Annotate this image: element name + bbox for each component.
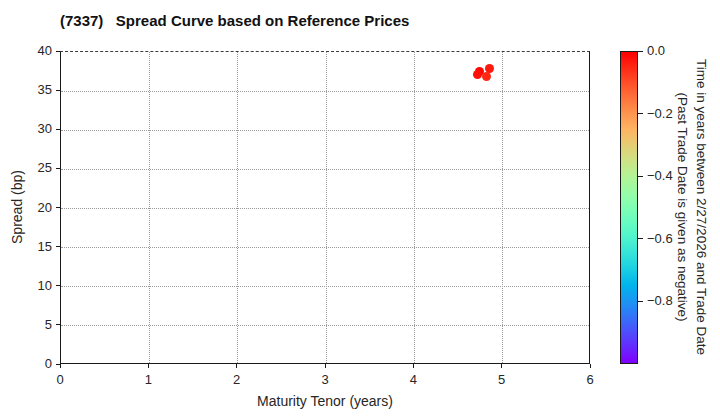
y-tick-label: 25 [12,160,52,175]
colorbar-tick-label: 0.0 [647,43,665,58]
grid-line-horizontal [61,130,589,131]
y-tick-mark [56,168,60,169]
x-tick-label: 2 [222,372,252,387]
grid-line-horizontal [61,325,589,326]
colorbar-tick-mark [638,113,643,114]
x-tick-label: 0 [45,372,75,387]
x-tick-mark [325,364,326,368]
colorbar-tick-mark [638,51,643,52]
colorbar-label: Time in years between 2/27/2026 and Trad… [673,59,711,355]
y-tick-label: 20 [12,200,52,215]
y-tick-label: 15 [12,239,52,254]
x-tick-label: 5 [487,372,517,387]
grid-line-horizontal [61,169,589,170]
y-tick-label: 40 [12,43,52,58]
y-tick-label: 0 [12,356,52,371]
x-tick-label: 4 [398,372,428,387]
colorbar-tick-mark [638,238,643,239]
data-point [482,72,491,81]
spread-curve-figure: (7337) Spread Curve based on Reference P… [0,0,720,420]
x-tick-label: 1 [133,372,163,387]
x-tick-label: 3 [310,372,340,387]
y-tick-label: 30 [12,121,52,136]
x-tick-mark [501,364,502,368]
y-tick-mark [56,324,60,325]
x-axis-label: Maturity Tenor (years) [60,393,590,409]
y-tick-label: 10 [12,278,52,293]
y-tick-label: 5 [12,317,52,332]
colorbar-tick-label: −0.4 [647,168,673,183]
x-tick-label: 6 [575,372,605,387]
colorbar-tick-mark [638,301,643,302]
colorbar-label-line2: (Past Trade Date is given as negative) [673,59,692,355]
grid-line-horizontal [61,208,589,209]
x-tick-mark [590,364,591,368]
colorbar-tick-label: −0.8 [647,293,673,308]
y-tick-label: 35 [12,82,52,97]
x-tick-mark [60,364,61,368]
plot-area [60,51,590,364]
y-tick-mark [56,285,60,286]
colorbar-tick-mark [638,176,643,177]
x-tick-mark [148,364,149,368]
colorbar-tick-label: −0.6 [647,231,673,246]
y-tick-mark [56,207,60,208]
grid-line-horizontal [61,247,589,248]
colorbar [620,51,638,364]
colorbar-label-line1: Time in years between 2/27/2026 and Trad… [692,59,711,355]
x-tick-mark [413,364,414,368]
data-point [485,64,494,73]
chart-title: (7337) Spread Curve based on Reference P… [60,12,409,29]
y-tick-mark [56,364,60,365]
y-tick-mark [56,51,60,52]
grid-line-horizontal [61,286,589,287]
data-point [473,70,482,79]
y-tick-mark [56,246,60,247]
y-tick-mark [56,90,60,91]
y-tick-mark [56,129,60,130]
grid-line-horizontal [61,91,589,92]
x-tick-mark [236,364,237,368]
colorbar-tick-label: −0.2 [647,106,673,121]
